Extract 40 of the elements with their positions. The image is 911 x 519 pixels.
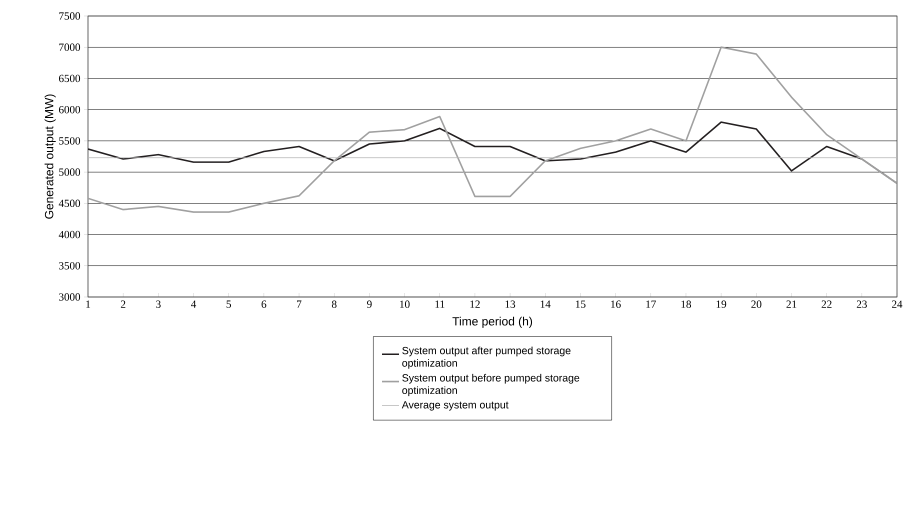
x-tick-label: 1: [86, 300, 90, 308]
x-tick-label: 12: [470, 300, 480, 308]
y-tick-label: 4000: [58, 230, 80, 238]
x-tick-label: 9: [367, 300, 372, 308]
x-tick-label: 21: [786, 300, 796, 308]
x-tick-label: 3: [156, 300, 161, 308]
x-tick-label: 23: [856, 300, 867, 308]
legend-label: System output before pumped storage optimization: [402, 374, 580, 396]
x-tick-label: 22: [822, 300, 832, 308]
y-tick-label: 4500: [58, 200, 80, 208]
x-tick-label: 11: [435, 300, 444, 308]
x-tick-label: 6: [262, 300, 266, 308]
x-tick-label: 15: [576, 300, 586, 308]
y-tick-label: 5000: [59, 168, 80, 176]
y-tick-label: 7000: [59, 44, 80, 51]
x-tick-label: 19: [716, 300, 726, 308]
x-tick-label: 16: [611, 300, 621, 308]
y-tick-label: 6500: [59, 74, 80, 82]
x-axis-title: Time period (h): [452, 316, 532, 328]
line-series: [88, 46, 898, 213]
x-tick-label: 8: [332, 300, 337, 308]
x-tick-label: 24: [892, 300, 902, 308]
x-tick-label: 5: [226, 300, 232, 308]
legend-label: System output after pumped storage optimization: [402, 346, 571, 369]
y-tick-label: 3000: [59, 293, 80, 301]
x-tick-label: 4: [191, 300, 196, 308]
x-tick-label: 20: [751, 300, 762, 308]
x-tick-label: 7: [297, 300, 302, 308]
y-axis-title: Generated output (MW): [44, 94, 56, 219]
y-tick-label: 6000: [59, 106, 80, 114]
y-tick-label: 3500: [59, 262, 80, 270]
y-tick-label: 7500: [59, 12, 80, 20]
x-tick-label: 14: [540, 300, 551, 308]
y-tick-label: 5500: [59, 137, 80, 145]
legend-label: Average system output: [402, 401, 509, 411]
x-tick-label: 10: [400, 300, 410, 308]
x-tick-label: 18: [681, 300, 692, 308]
x-tick-label: 2: [120, 300, 126, 308]
x-tick-label: 17: [646, 300, 656, 308]
x-tick-label: 13: [506, 300, 516, 308]
